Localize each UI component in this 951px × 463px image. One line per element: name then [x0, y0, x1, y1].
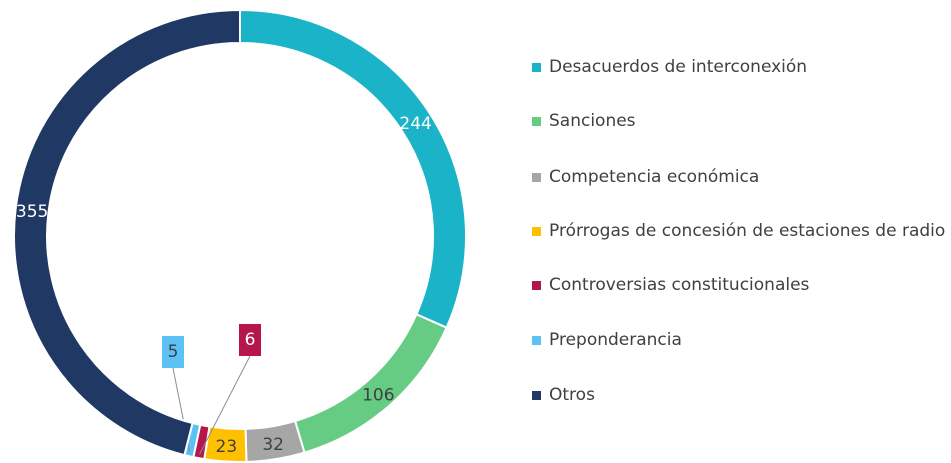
legend-item: Preponderancia — [532, 328, 946, 352]
legend-label: Sanciones — [549, 111, 636, 131]
legend-item: Otros — [532, 383, 946, 407]
legend-item: Sanciones — [532, 109, 946, 133]
legend-swatch — [532, 336, 541, 345]
legend-label: Competencia económica — [549, 167, 760, 187]
legend-item: Prórrogas de concesión de estaciones de … — [532, 219, 946, 243]
legend-label: Prórrogas de concesión de estaciones de … — [549, 221, 946, 241]
legend-item: Desacuerdos de interconexión — [532, 55, 946, 79]
data-label: 355 — [16, 202, 48, 222]
label-box — [239, 324, 261, 356]
donut-segment — [13, 8, 241, 457]
data-label: 244 — [399, 114, 431, 134]
data-label: 106 — [362, 385, 394, 405]
donut-segment — [293, 312, 448, 454]
leader-line — [199, 355, 251, 455]
legend-swatch — [532, 63, 541, 72]
legend-swatch — [532, 391, 541, 400]
legend-label: Controversias constitucionales — [549, 275, 810, 295]
legend-label: Preponderancia — [549, 330, 682, 350]
label-box — [162, 336, 184, 368]
legend-swatch — [532, 281, 541, 290]
data-label: 5 — [168, 342, 179, 362]
data-label: 23 — [216, 437, 238, 457]
data-label: 6 — [245, 330, 256, 350]
legend-label: Otros — [549, 385, 595, 405]
legend-item: Competencia económica — [532, 165, 946, 189]
legend-item: Controversias constitucionales — [532, 273, 946, 297]
data-label: 32 — [262, 435, 284, 455]
legend-swatch — [532, 173, 541, 182]
donut-segment — [239, 8, 467, 329]
legend-swatch — [532, 117, 541, 126]
legend-swatch — [532, 227, 541, 236]
legend-label: Desacuerdos de interconexión — [549, 57, 808, 77]
